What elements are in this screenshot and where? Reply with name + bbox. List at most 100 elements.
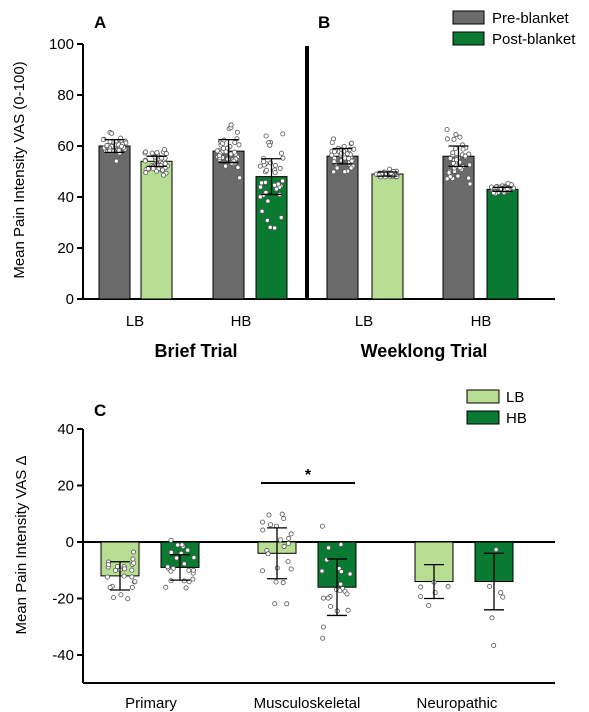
data-point — [129, 574, 135, 580]
y-tick-label: 40 — [57, 421, 74, 438]
data-point — [455, 173, 461, 179]
data-point — [487, 583, 493, 589]
data-point — [331, 159, 337, 165]
data-point — [109, 130, 115, 136]
data-point — [320, 635, 326, 641]
data-point — [320, 624, 326, 630]
data-point — [278, 150, 284, 156]
data-point — [328, 604, 334, 610]
data-point — [186, 567, 192, 573]
panel-label-c: C — [94, 401, 106, 420]
y-tick-label: 60 — [57, 138, 74, 155]
y-tick-label: -20 — [52, 591, 74, 608]
data-point — [268, 522, 274, 528]
data-point — [113, 158, 119, 164]
data-point — [426, 603, 432, 609]
data-point — [277, 165, 283, 171]
data-point — [265, 198, 271, 204]
legend-label-post: Post-blanket — [492, 31, 576, 48]
data-point — [121, 573, 127, 579]
data-point — [168, 537, 174, 543]
data-point — [264, 217, 270, 223]
legend-swatch-hb — [466, 410, 500, 425]
x-tick-label: Primary — [125, 695, 177, 712]
data-point — [191, 555, 197, 561]
data-point — [130, 556, 136, 562]
data-point — [349, 140, 355, 146]
error-bars — [104, 138, 513, 617]
data-point — [319, 523, 325, 529]
data-point — [444, 176, 450, 182]
data-point — [190, 567, 196, 573]
data-point — [466, 175, 472, 181]
data-point — [145, 166, 151, 172]
data-point — [444, 127, 450, 133]
legend-swatch-pre — [452, 10, 485, 25]
y-ticks-bottom: -40 -20 0 20 40 — [52, 421, 83, 664]
data-point — [344, 591, 350, 597]
data-point — [185, 547, 191, 553]
data-point — [337, 588, 343, 594]
data-point — [466, 151, 472, 157]
data-point — [418, 584, 424, 590]
data-point — [338, 569, 344, 575]
bar — [371, 173, 404, 300]
x-tick-label: Musculoskeletal — [254, 695, 361, 712]
data-point — [275, 181, 281, 187]
data-point — [259, 208, 265, 214]
bar — [98, 145, 131, 300]
data-point — [143, 149, 149, 155]
group-title-weeklong: Weeklong Trial — [361, 341, 488, 361]
data-point — [285, 541, 291, 547]
data-point — [349, 158, 355, 164]
data-point — [325, 595, 331, 601]
data-point — [142, 158, 148, 164]
data-point — [237, 175, 243, 181]
data-point — [183, 585, 189, 591]
data-point — [221, 145, 227, 151]
data-point — [263, 133, 269, 139]
data-point — [236, 142, 242, 148]
data-point — [158, 163, 164, 169]
data-point — [280, 131, 286, 137]
data-point — [342, 169, 348, 175]
data-point — [279, 511, 285, 517]
group-title-brief: Brief Trial — [154, 341, 237, 361]
data-point — [467, 181, 473, 187]
legend-swatch-lb — [466, 389, 500, 404]
data-point — [387, 166, 393, 172]
data-point — [344, 151, 350, 157]
data-point — [444, 136, 450, 142]
panel-label-b: B — [318, 13, 330, 32]
data-point — [163, 151, 169, 157]
data-point — [329, 139, 335, 145]
data-point — [175, 542, 181, 548]
data-point — [342, 155, 348, 161]
data-point — [216, 153, 222, 159]
data-point — [168, 568, 174, 574]
data-point — [272, 225, 278, 231]
y-axis-title-bottom: Mean Pain Intensity VAS Δ — [13, 456, 30, 635]
data-point — [150, 166, 156, 172]
data-point — [149, 150, 155, 156]
data-point — [500, 594, 506, 600]
data-point — [118, 592, 124, 598]
y-tick-label: 100 — [49, 36, 74, 53]
data-point — [451, 136, 457, 142]
data-point — [277, 537, 283, 543]
data-point — [331, 149, 337, 155]
bar — [326, 155, 359, 300]
data-point — [235, 164, 241, 170]
data-point — [348, 165, 354, 171]
y-tick-label: 0 — [66, 291, 74, 308]
data-point — [345, 607, 351, 613]
x-tick-label: LB — [126, 313, 144, 330]
data-point — [453, 145, 459, 151]
data-point — [132, 579, 138, 585]
data-point — [160, 167, 166, 173]
data-point — [280, 580, 286, 586]
data-point — [214, 148, 220, 154]
x-tick-label: LB — [355, 313, 373, 330]
data-point — [228, 122, 234, 128]
data-point — [231, 149, 237, 155]
